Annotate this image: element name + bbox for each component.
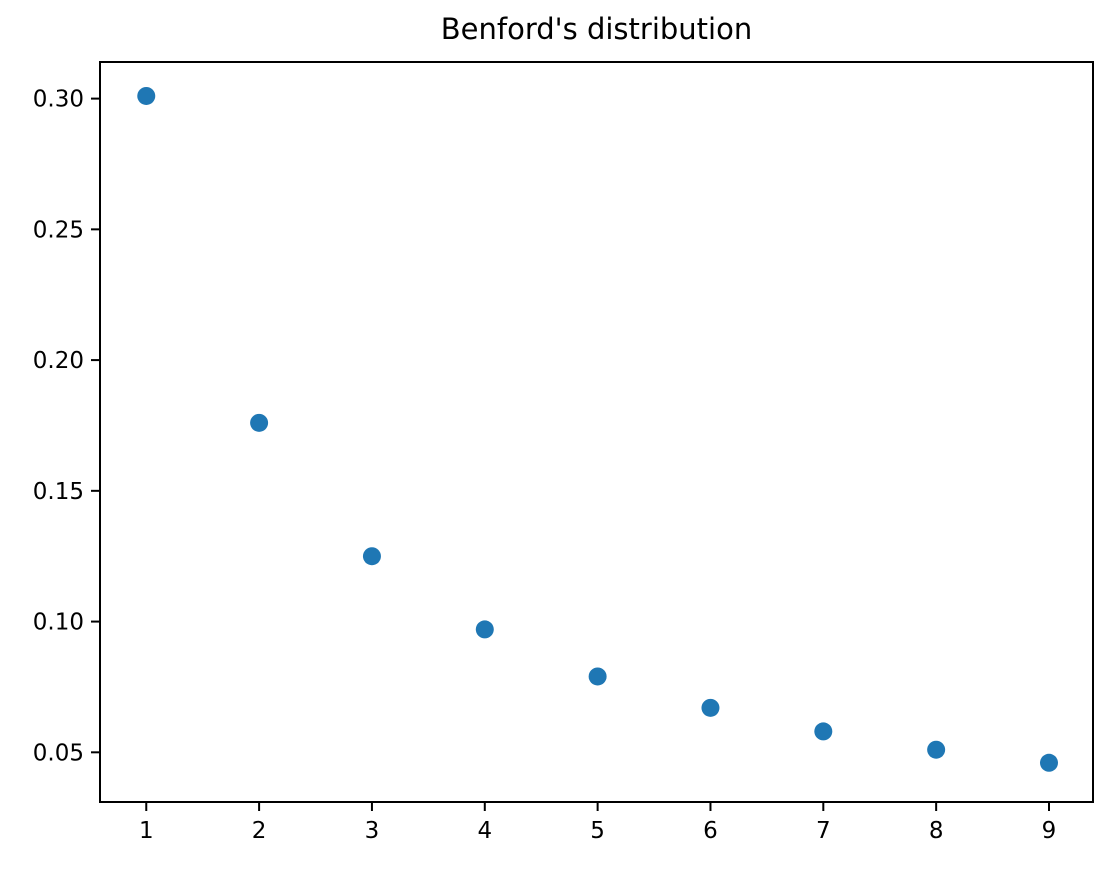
- x-tick-label: 3: [365, 818, 380, 844]
- x-tick-label: 9: [1042, 818, 1057, 844]
- scatter-point-9: [1039, 753, 1058, 772]
- y-tick-label: 0.20: [33, 348, 84, 374]
- y-tick-label: 0.10: [33, 610, 84, 636]
- y-tick-label: 0.25: [33, 217, 84, 243]
- scatter-point-1: [137, 86, 156, 105]
- scatter-point-4: [475, 620, 494, 639]
- y-tick-label: 0.30: [33, 87, 84, 113]
- y-tick-label: 0.05: [33, 740, 84, 766]
- x-tick-label: 6: [703, 818, 718, 844]
- y-tick-label: 0.15: [33, 479, 84, 505]
- scatter-point-8: [927, 740, 946, 759]
- scatter-point-5: [588, 667, 607, 686]
- x-tick-label: 1: [139, 818, 154, 844]
- x-tick-label: 4: [477, 818, 492, 844]
- scatter-point-6: [701, 698, 720, 717]
- x-tick-label: 2: [252, 818, 267, 844]
- scatter-point-2: [250, 413, 269, 432]
- x-tick-label: 8: [929, 818, 944, 844]
- x-tick-label: 5: [590, 818, 605, 844]
- scatter-point-3: [362, 547, 381, 566]
- x-tick-label: 7: [816, 818, 831, 844]
- axes-frame: [99, 61, 1094, 803]
- scatter-point-7: [814, 722, 833, 741]
- chart-title: Benford's distribution: [440, 12, 753, 46]
